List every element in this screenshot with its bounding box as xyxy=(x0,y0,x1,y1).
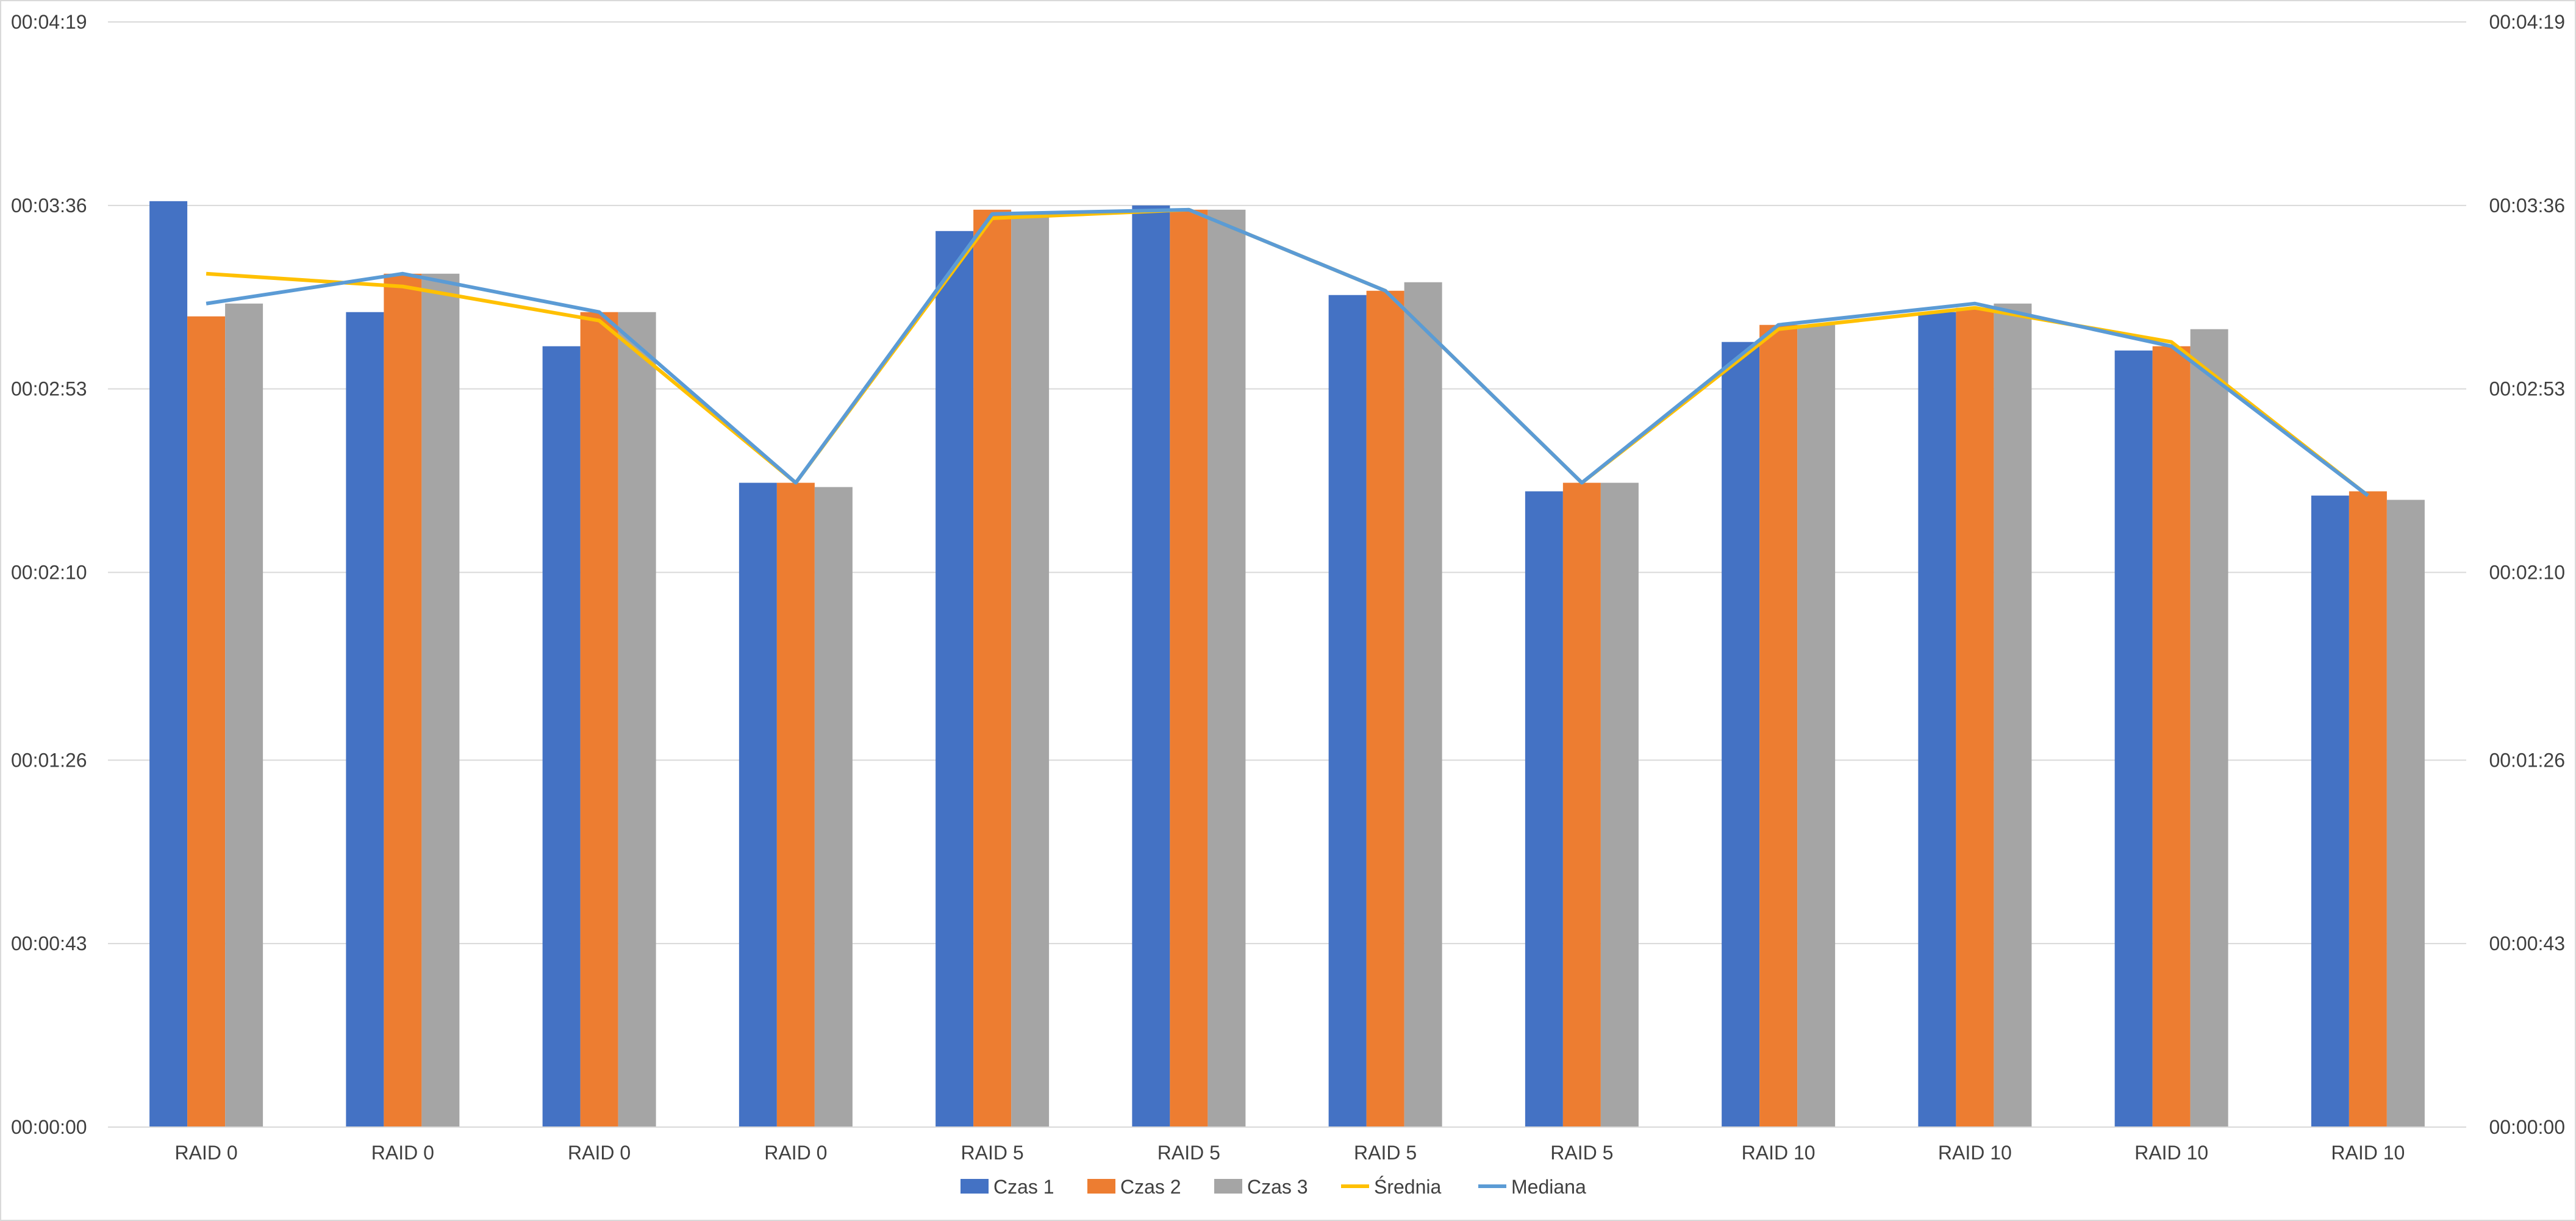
bar-czas-3 xyxy=(1404,282,1442,1128)
bar-czas-2 xyxy=(1759,324,1798,1128)
x-tick-label: RAID 10 xyxy=(1742,1142,1816,1164)
x-tick-label: RAID 10 xyxy=(1938,1142,2012,1164)
bar-czas-1 xyxy=(936,231,974,1128)
bar-czas-1 xyxy=(149,201,188,1127)
bar-czas-1 xyxy=(1132,205,1170,1127)
y-tick-label-right: 00:00:43 xyxy=(2489,933,2565,954)
line-series xyxy=(206,207,2369,497)
y-tick-label-left: 00:04:19 xyxy=(11,11,87,33)
gridlines xyxy=(108,21,2466,1128)
bar-czas-3 xyxy=(2190,329,2228,1128)
bar-czas-1 xyxy=(739,482,777,1127)
x-tick-label: RAID 10 xyxy=(2134,1142,2208,1164)
legend-label: Średnia xyxy=(1374,1176,1442,1198)
bar-czas-2 xyxy=(187,316,226,1127)
x-tick-label: RAID 0 xyxy=(568,1142,631,1164)
legend-entry: Mediana xyxy=(1478,1176,1586,1198)
bar-czas-2 xyxy=(1170,209,1208,1128)
bar-czas-3 xyxy=(814,487,853,1128)
legend-entry: Średnia xyxy=(1341,1176,1442,1198)
bar-czas-1 xyxy=(542,346,581,1127)
x-tick-label: RAID 10 xyxy=(2331,1142,2405,1164)
x-tick-label: RAID 0 xyxy=(764,1142,827,1164)
y-tick-label-right: 00:00:00 xyxy=(2489,1116,2565,1138)
bar-czas-2 xyxy=(776,482,815,1127)
bar-czas-2 xyxy=(1562,482,1601,1127)
legend: Czas 1 Czas 2 Czas 3 Średnia Mediana xyxy=(961,1176,1586,1198)
bar-czas-2 xyxy=(580,312,618,1128)
bar-czas-1 xyxy=(2114,350,2153,1128)
bar-czas-1 xyxy=(2311,495,2349,1127)
bar-czas-3 xyxy=(618,312,656,1128)
y-tick-label-left: 00:02:53 xyxy=(11,378,87,400)
y-tick-label-right: 00:01:26 xyxy=(2489,749,2565,771)
bar-czas-3 xyxy=(1011,213,1050,1127)
legend-label: Czas 3 xyxy=(1247,1176,1308,1198)
bar-czas-1 xyxy=(346,312,384,1128)
legend-swatch xyxy=(1214,1179,1242,1194)
bar-czas-2 xyxy=(384,273,422,1127)
bar-czas-3 xyxy=(1208,209,1246,1128)
bar-czas-1 xyxy=(1328,295,1367,1127)
y-tick-label-right: 00:02:10 xyxy=(2489,562,2565,584)
axes: 00:00:00 00:00:00 00:00:43 00:00:43 00:01:26… xyxy=(11,11,2565,1164)
bar-czas-2 xyxy=(2349,491,2387,1127)
legend-swatch xyxy=(1087,1179,1115,1194)
x-tick-label: RAID 0 xyxy=(371,1142,434,1164)
legend-entry: Czas 2 xyxy=(1087,1176,1181,1198)
legend-label: Mediana xyxy=(1511,1176,1586,1198)
legend-swatch xyxy=(961,1179,989,1194)
y-tick-label-right: 00:03:36 xyxy=(2489,195,2565,217)
bar-czas-2 xyxy=(1366,290,1404,1128)
line-średnia xyxy=(206,207,2369,497)
bar-czas-3 xyxy=(1994,303,2032,1128)
bar-czas-3 xyxy=(1797,324,1836,1128)
y-tick-label-left: 00:02:10 xyxy=(11,562,87,584)
bar-czas-1 xyxy=(1918,312,1956,1128)
line-mediana xyxy=(206,207,2369,497)
bar-czas-2 xyxy=(1956,307,1994,1127)
x-tick-label: RAID 0 xyxy=(175,1142,238,1164)
bar-czas-1 xyxy=(1525,491,1563,1127)
bar-czas-1 xyxy=(1722,342,1760,1127)
y-tick-label-right: 00:04:19 xyxy=(2489,11,2565,33)
x-tick-label: RAID 5 xyxy=(1157,1142,1220,1164)
bar-czas-3 xyxy=(1600,482,1639,1127)
legend-label: Czas 2 xyxy=(1120,1176,1181,1198)
y-tick-label-left: 00:01:26 xyxy=(11,749,87,771)
bar-czas-2 xyxy=(973,209,1012,1128)
y-tick-label-left: 00:00:43 xyxy=(11,933,87,954)
legend-entry: Czas 3 xyxy=(1214,1176,1308,1198)
bar-series xyxy=(149,201,2425,1128)
bar-czas-3 xyxy=(421,273,460,1127)
bar-czas-2 xyxy=(2152,346,2191,1127)
x-tick-label: RAID 5 xyxy=(1550,1142,1613,1164)
x-tick-label: RAID 5 xyxy=(1354,1142,1417,1164)
y-tick-label-right: 00:02:53 xyxy=(2489,378,2565,400)
legend-entry: Czas 1 xyxy=(961,1176,1054,1198)
legend-label: Czas 1 xyxy=(993,1176,1054,1198)
y-tick-label-left: 00:00:00 xyxy=(11,1116,87,1138)
bar-czas-3 xyxy=(2386,500,2425,1127)
x-tick-label: RAID 5 xyxy=(961,1142,1024,1164)
y-tick-label-left: 00:03:36 xyxy=(11,195,87,217)
bar-czas-3 xyxy=(225,303,263,1128)
